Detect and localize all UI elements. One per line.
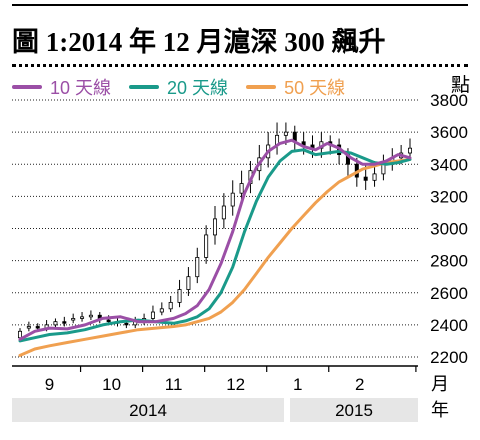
year-label-2014: 2014: [129, 401, 167, 420]
year-band-2015: [290, 398, 418, 422]
candle-body: [159, 308, 164, 313]
y-tick-label-2200: 2200: [430, 348, 468, 367]
candle-body: [212, 218, 217, 236]
y-tick-label-2600: 2600: [430, 284, 468, 303]
legend-label-ma20: 20 天線: [167, 78, 229, 98]
x-tick-label-9: 9: [45, 375, 54, 394]
ma50-line: [18, 157, 412, 357]
y-unit-label: 點: [450, 75, 470, 96]
candle-body: [35, 326, 40, 329]
ma20-line: [18, 148, 412, 343]
year-unit-label: 年: [431, 400, 449, 420]
x-unit-label: 月: [431, 374, 449, 394]
chart-title: 圖 1:2014 年 12 月滬深 300 飆升: [12, 27, 386, 57]
candle-body: [168, 301, 173, 310]
candle-body: [177, 289, 182, 303]
candle-body: [17, 330, 22, 339]
candle-body: [407, 147, 412, 154]
candle-body: [106, 319, 111, 323]
candle-body: [283, 131, 288, 136]
candle-body: [26, 326, 31, 329]
ma10-line: [18, 138, 412, 341]
x-tick-label-10: 10: [102, 375, 121, 394]
candle-body: [124, 322, 129, 326]
legend-swatch-ma10: [12, 85, 42, 89]
candle-body: [71, 318, 76, 321]
legend-swatch-ma50: [246, 85, 277, 89]
candle-body: [150, 311, 155, 319]
y-tick-label-3600: 3600: [430, 123, 468, 142]
legend-item-ma50: 50 天線: [246, 74, 345, 100]
legend: 10 天線 20 天線 50 天線: [12, 74, 345, 100]
candle-body: [381, 163, 386, 175]
x-tick-label-12: 12: [226, 375, 245, 394]
y-tick-label-2800: 2800: [430, 252, 468, 271]
legend-item-ma20: 20 天線: [129, 74, 228, 100]
x-tick-label-11: 11: [165, 375, 183, 394]
candle-body: [372, 173, 377, 181]
y-tick-label-3200: 3200: [430, 187, 468, 206]
top-rule: [12, 4, 468, 6]
candle-body: [230, 192, 235, 207]
legend-label-ma50: 50 天線: [284, 78, 346, 98]
legend-swatch-ma20: [129, 85, 160, 89]
legend-item-ma10: 10 天線: [12, 74, 111, 100]
x-tick-label-1: 1: [293, 375, 302, 394]
candle-body: [221, 205, 226, 220]
legend-label-ma10: 10 天線: [50, 78, 112, 98]
candle-body: [62, 321, 67, 324]
y-tick-label-2400: 2400: [430, 316, 468, 335]
title-divider: [12, 64, 468, 67]
y-tick-label-3000: 3000: [430, 220, 468, 239]
candle-body: [80, 316, 85, 319]
year-label-2015: 2015: [335, 401, 373, 420]
candle-body: [239, 183, 244, 194]
candle-body: [186, 276, 191, 290]
year-band-2014: [12, 398, 284, 422]
candle-body: [204, 234, 209, 258]
candle-body: [195, 257, 200, 278]
candle-body: [363, 176, 368, 181]
candle-body: [53, 321, 58, 326]
candle-body: [88, 314, 93, 318]
y-tick-label-3800: 3800: [430, 91, 468, 110]
y-tick-label-3400: 3400: [430, 155, 468, 174]
x-tick-label-2: 2: [355, 375, 364, 394]
